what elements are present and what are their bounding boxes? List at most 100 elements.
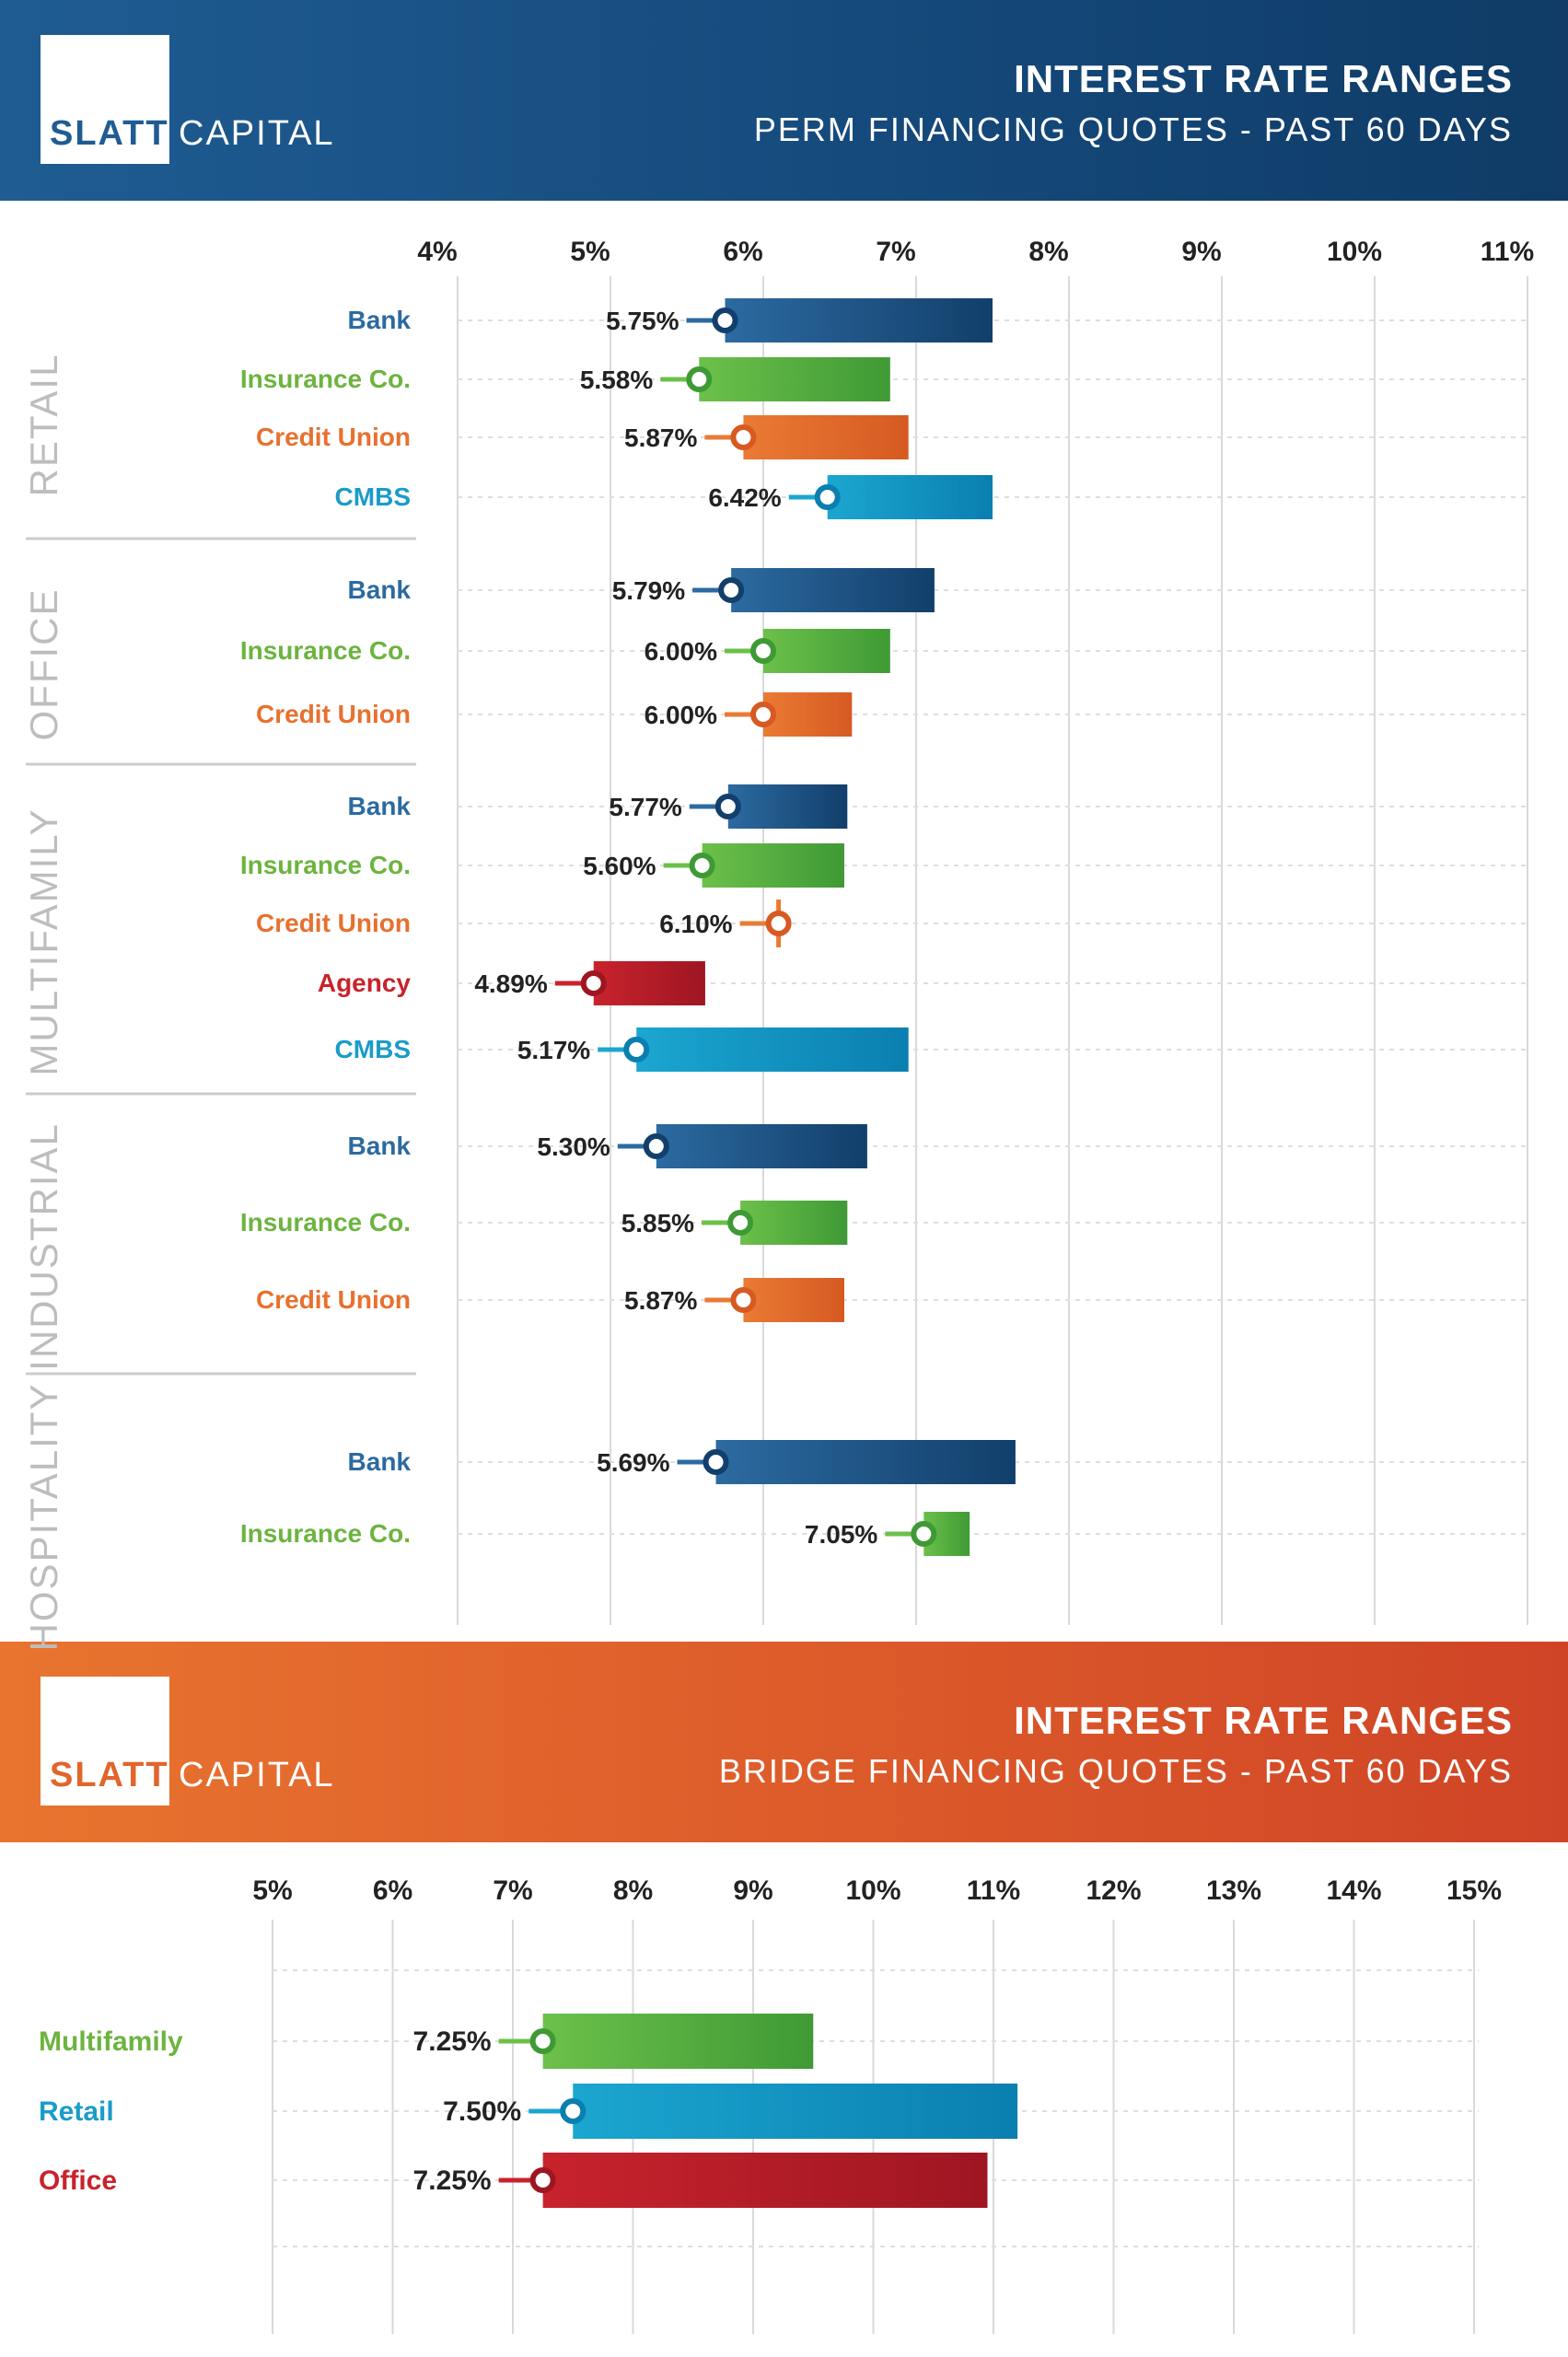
bridge-title: INTEREST RATE RANGES bbox=[1014, 1699, 1513, 1742]
bridge-subtitle: BRIDGE FINANCING QUOTES - PAST 60 DAYS bbox=[718, 1752, 1513, 1790]
perm-retail-insurance-co-marker bbox=[686, 366, 713, 392]
perm-multifamily-cmbs-label: CMBS bbox=[335, 1035, 411, 1063]
perm-multifamily-bank-value: 5.77% bbox=[609, 793, 681, 821]
perm-retail-insurance-co-value: 5.58% bbox=[580, 366, 653, 394]
perm-retail-credit-union-bar bbox=[743, 415, 909, 459]
bridge-retail-marker bbox=[560, 2098, 587, 2124]
perm-multifamily-agency-label: Agency bbox=[318, 969, 412, 997]
perm-multifamily-agency-marker bbox=[580, 970, 607, 996]
perm-tick-label: 5% bbox=[570, 237, 610, 267]
perm-multifamily-credit-union-value: 6.10% bbox=[659, 910, 732, 938]
perm-hospitality-bank-label: Bank bbox=[348, 1447, 412, 1476]
bridge-multifamily-marker bbox=[529, 2028, 556, 2054]
bridge-tick-label: 8% bbox=[613, 1875, 653, 1906]
perm-multifamily-agency-bar bbox=[593, 961, 705, 1005]
perm-retail-credit-union-label: Credit Union bbox=[256, 423, 411, 451]
bridge-logo-capital: CAPITAL bbox=[179, 1756, 335, 1794]
perm-section-hospitality: HOSPITALITY bbox=[22, 1383, 65, 1652]
bridge-retail-bar bbox=[573, 2084, 1018, 2139]
perm-hospitality-bank-value: 5.69% bbox=[597, 1448, 669, 1477]
perm-office-credit-union-value: 6.00% bbox=[645, 701, 717, 729]
perm-industrial-bank-value: 5.30% bbox=[537, 1132, 610, 1161]
perm-retail-insurance-co-bar bbox=[699, 357, 890, 401]
perm-industrial-insurance-co-label: Insurance Co. bbox=[240, 1208, 411, 1237]
perm-tick-label: 4% bbox=[417, 237, 457, 267]
perm-retail-insurance-co-label: Insurance Co. bbox=[240, 365, 411, 393]
perm-multifamily-credit-union-label: Credit Union bbox=[256, 909, 411, 937]
bridge-logo-box bbox=[41, 1677, 169, 1805]
perm-hospitality-insurance-co-value: 7.05% bbox=[805, 1520, 877, 1549]
perm-multifamily-insurance-co-label: Insurance Co. bbox=[240, 851, 411, 879]
bridge-multifamily-bar bbox=[542, 2014, 814, 2069]
perm-hospitality-bank-marker bbox=[703, 1449, 729, 1475]
perm-industrial-insurance-co-marker bbox=[727, 1210, 754, 1236]
perm-retail-credit-union-marker bbox=[730, 424, 757, 450]
perm-office-insurance-co-bar bbox=[763, 629, 890, 673]
bridge-tick-label: 15% bbox=[1446, 1875, 1502, 1906]
perm-office-insurance-co-marker bbox=[750, 638, 776, 664]
perm-multifamily-bank-bar bbox=[727, 784, 848, 829]
perm-retail-cmbs-label: CMBS bbox=[335, 482, 411, 511]
perm-industrial-insurance-co-value: 5.85% bbox=[621, 1209, 694, 1237]
bridge-office-bar bbox=[542, 2153, 988, 2208]
perm-industrial-credit-union-value: 5.87% bbox=[624, 1286, 697, 1315]
perm-office-insurance-co-value: 6.00% bbox=[645, 637, 717, 666]
perm-industrial-credit-union-marker bbox=[730, 1287, 757, 1313]
bridge-tick-label: 10% bbox=[845, 1875, 900, 1906]
bridge-tick-label: 14% bbox=[1326, 1875, 1381, 1906]
bridge-office-value: 7.25% bbox=[413, 2165, 492, 2196]
bridge-office-marker bbox=[529, 2167, 556, 2193]
perm-banner: SLATT CAPITAL INTEREST RATE RANGES PERM … bbox=[0, 0, 1568, 201]
perm-hospitality-bank-bar bbox=[715, 1440, 1016, 1484]
perm-section-retail: RETAIL bbox=[22, 354, 65, 497]
perm-retail-cmbs-value: 6.42% bbox=[708, 483, 781, 512]
perm-retail-cmbs-marker bbox=[814, 484, 841, 510]
perm-multifamily-insurance-co-bar bbox=[702, 843, 844, 888]
perm-industrial-credit-union-label: Credit Union bbox=[256, 1285, 411, 1314]
bridge-tick-label: 6% bbox=[373, 1875, 412, 1906]
perm-hospitality-insurance-co-label: Insurance Co. bbox=[240, 1519, 411, 1548]
perm-multifamily-agency-value: 4.89% bbox=[474, 970, 547, 998]
perm-tick-label: 6% bbox=[723, 237, 762, 267]
perm-industrial-bank-marker bbox=[643, 1133, 669, 1159]
perm-industrial-insurance-co-bar bbox=[740, 1201, 848, 1245]
perm-retail-bank-label: Bank bbox=[348, 306, 412, 334]
perm-retail-bank-marker bbox=[712, 308, 738, 333]
perm-industrial-bank-bar bbox=[656, 1124, 867, 1168]
bridge-tick-label: 11% bbox=[967, 1875, 1020, 1906]
perm-tick-label: 8% bbox=[1028, 237, 1068, 267]
bridge-tick-label: 5% bbox=[252, 1875, 292, 1906]
perm-logo-capital: CAPITAL bbox=[179, 114, 335, 153]
perm-hospitality-insurance-co-marker bbox=[911, 1521, 937, 1547]
perm-section-industrial: INDUSTRIAL bbox=[22, 1122, 65, 1371]
bridge-multifamily-value: 7.25% bbox=[413, 2026, 492, 2057]
perm-multifamily-bank-marker bbox=[714, 794, 741, 819]
perm-industrial-credit-union-bar bbox=[743, 1278, 844, 1322]
perm-retail-bank-value: 5.75% bbox=[606, 307, 679, 335]
perm-retail-cmbs-bar bbox=[827, 475, 993, 519]
perm-subtitle: PERM FINANCING QUOTES - PAST 60 DAYS bbox=[753, 110, 1513, 148]
bridge-retail-value: 7.50% bbox=[443, 2096, 521, 2127]
perm-section-office: OFFICE bbox=[22, 588, 65, 741]
perm-retail-credit-union-value: 5.87% bbox=[624, 424, 697, 452]
perm-multifamily-cmbs-bar bbox=[636, 1028, 909, 1072]
perm-multifamily-credit-union-marker bbox=[765, 911, 792, 936]
perm-tick-label: 11% bbox=[1481, 237, 1534, 267]
perm-multifamily-bank-label: Bank bbox=[348, 792, 412, 820]
perm-logo-box bbox=[41, 35, 169, 164]
perm-tick-label: 7% bbox=[876, 237, 915, 267]
bridge-tick-label: 12% bbox=[1086, 1875, 1141, 1906]
perm-tick-label: 10% bbox=[1327, 237, 1382, 267]
bridge-tick-label: 7% bbox=[493, 1875, 532, 1906]
bridge-tick-label: 13% bbox=[1206, 1875, 1261, 1906]
perm-tick-label: 9% bbox=[1181, 237, 1221, 267]
perm-title: INTEREST RATE RANGES bbox=[1014, 57, 1513, 100]
perm-office-bank-label: Bank bbox=[348, 575, 412, 604]
bridge-office-label: Office bbox=[39, 2165, 117, 2196]
bridge-logo-slatt: SLATT bbox=[50, 1756, 169, 1794]
perm-office-bank-bar bbox=[731, 568, 935, 612]
perm-multifamily-cmbs-value: 5.17% bbox=[517, 1036, 590, 1064]
bridge-tick-label: 9% bbox=[733, 1875, 772, 1906]
perm-office-insurance-co-label: Insurance Co. bbox=[240, 636, 411, 665]
